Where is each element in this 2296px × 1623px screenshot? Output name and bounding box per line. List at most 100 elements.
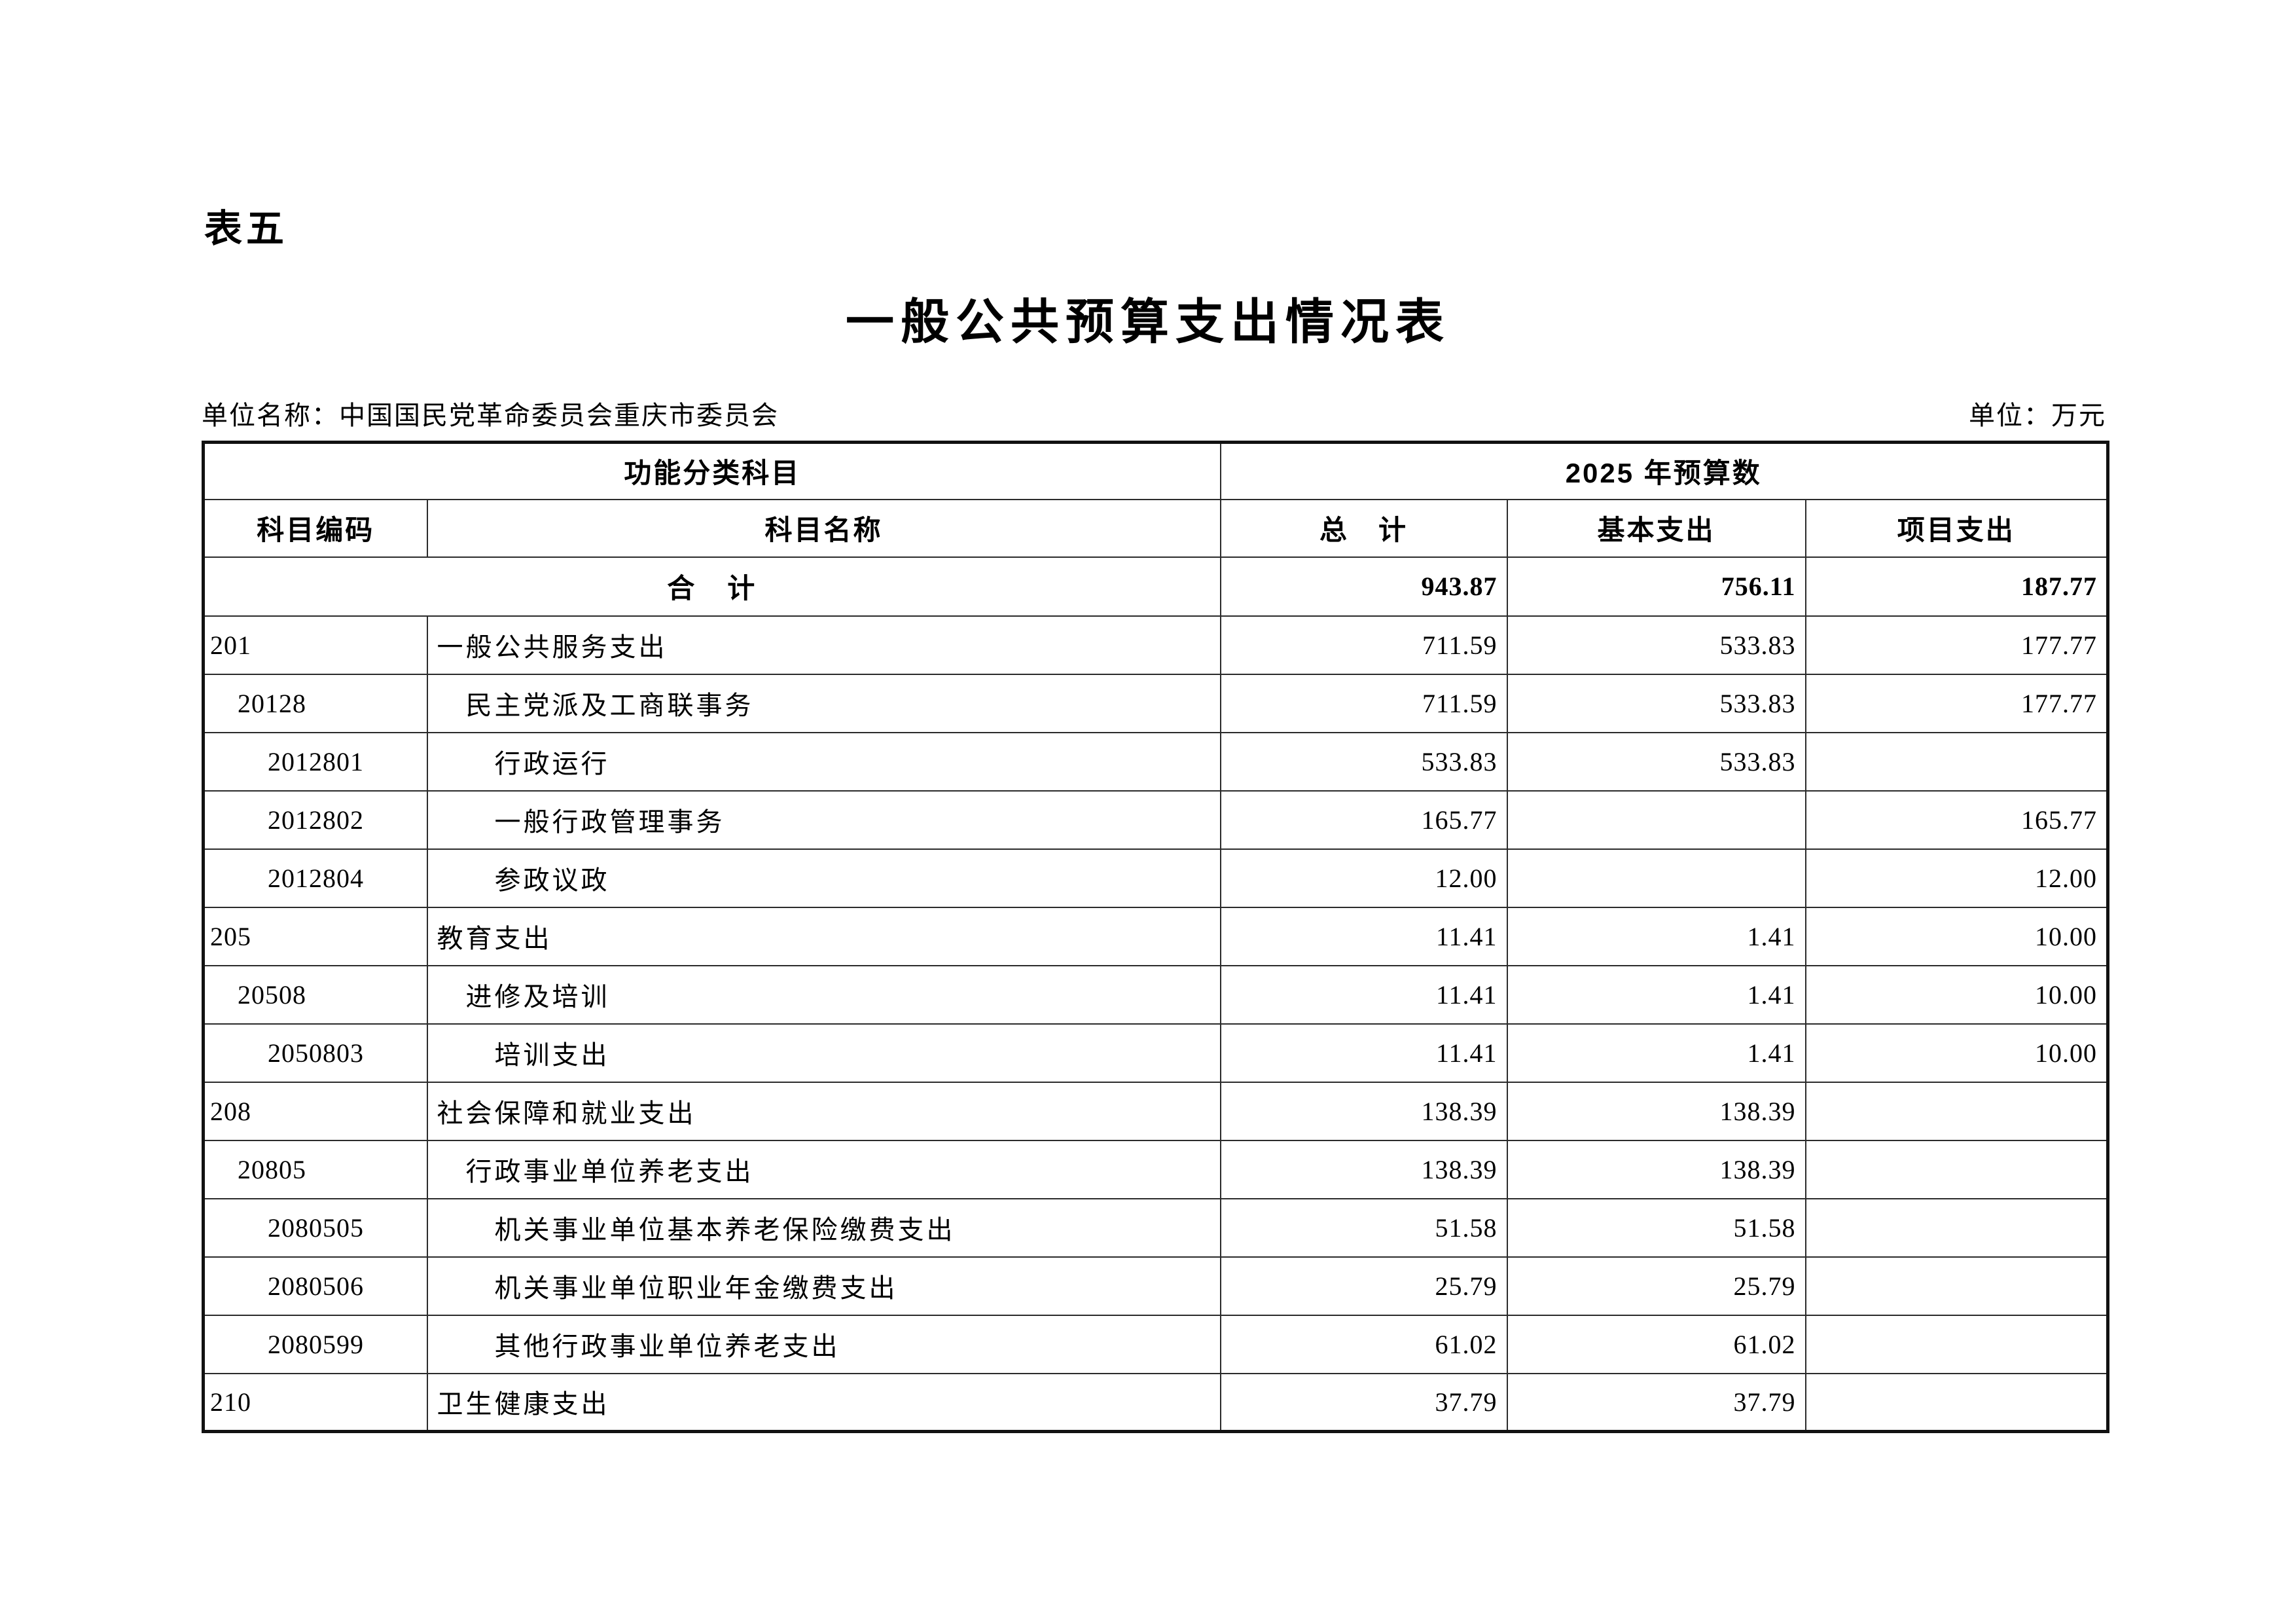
header-subject-code: 科目编码 [202, 498, 428, 558]
header-subject-name: 科目名称 [426, 498, 1221, 558]
row-name-cell: 卫生健康支出 [426, 1372, 1221, 1432]
grand-total-value: 943.87 [1219, 556, 1508, 617]
row-basic-cell: 533.83 [1506, 731, 1806, 792]
header-total: 总 计 [1219, 498, 1508, 558]
row-basic-cell: 138.39 [1506, 1081, 1806, 1141]
row-name-cell: 行政事业单位养老支出 [426, 1139, 1221, 1199]
row-project-cell: 10.00 [1804, 1023, 2109, 1083]
row-total-cell: 138.39 [1219, 1139, 1508, 1199]
row-name-cell: 机关事业单位职业年金缴费支出 [426, 1256, 1221, 1316]
table-row: 2012804 参政议政 12.00 12.00 [202, 848, 2109, 908]
grand-total-row: 合 计 943.87 756.11 187.77 [202, 556, 2109, 617]
table-row: 2080506 机关事业单位职业年金缴费支出 25.79 25.79 [202, 1256, 2109, 1316]
table-row: 20508 进修及培训 11.41 1.41 10.00 [202, 964, 2109, 1025]
row-project-cell [1804, 1256, 2109, 1316]
row-code-cell: 205 [202, 906, 428, 966]
budget-expenditure-table: 功能分类科目 2025 年预算数 科目编码 科目名称 总 计 基本支出 项目支出… [202, 441, 2110, 1433]
row-project-cell [1804, 731, 2109, 792]
table-row: 210 卫生健康支出 37.79 37.79 [202, 1372, 2109, 1432]
row-project-cell: 12.00 [1804, 848, 2109, 908]
row-project-cell [1804, 1314, 2109, 1374]
grand-total-label: 合 计 [202, 556, 1221, 617]
row-total-cell: 11.41 [1219, 964, 1508, 1025]
row-basic-cell: 1.41 [1506, 906, 1806, 966]
row-name-cell: 参政议政 [426, 848, 1221, 908]
table-row: 2080505 机关事业单位基本养老保险缴费支出 51.58 51.58 [202, 1197, 2109, 1258]
row-basic-cell: 37.79 [1506, 1372, 1806, 1432]
row-total-cell: 711.59 [1219, 615, 1508, 675]
table-row: 201 一般公共服务支出 711.59 533.83 177.77 [202, 615, 2109, 675]
row-basic-cell [1506, 848, 1806, 908]
row-name-cell: 民主党派及工商联事务 [426, 673, 1221, 733]
row-total-cell: 11.41 [1219, 1023, 1508, 1083]
row-total-cell: 533.83 [1219, 731, 1508, 792]
header-functional-category: 功能分类科目 [202, 441, 1221, 500]
table-row: 2012801 行政运行 533.83 533.83 [202, 731, 2109, 792]
page-title: 一般公共预算支出情况表 [846, 296, 1450, 350]
table-row: 208 社会保障和就业支出 138.39 138.39 [202, 1081, 2109, 1141]
table-row: 2012802 一般行政管理事务 165.77 165.77 [202, 790, 2109, 850]
header-budget-year: 2025 年预算数 [1219, 441, 2109, 500]
row-project-cell: 10.00 [1804, 964, 2109, 1025]
row-total-cell: 12.00 [1219, 848, 1508, 908]
row-code-cell: 2080599 [202, 1314, 428, 1374]
row-basic-cell: 51.58 [1506, 1197, 1806, 1258]
row-name-cell: 教育支出 [426, 906, 1221, 966]
table-header-row-group: 功能分类科目 2025 年预算数 [202, 441, 2109, 500]
row-project-cell: 177.77 [1804, 615, 2109, 675]
header-project-expenditure: 项目支出 [1804, 498, 2109, 558]
row-project-cell [1804, 1139, 2109, 1199]
row-code-cell: 2050803 [202, 1023, 428, 1083]
row-name-cell: 其他行政事业单位养老支出 [426, 1314, 1221, 1374]
unit-name-label: 单位名称：中国国民党革命委员会重庆市委员会 [202, 401, 779, 430]
row-total-cell: 11.41 [1219, 906, 1508, 966]
row-code-cell: 210 [202, 1372, 428, 1432]
table-row: 20128 民主党派及工商联事务 711.59 533.83 177.77 [202, 673, 2109, 733]
table-row: 2050803 培训支出 11.41 1.41 10.00 [202, 1023, 2109, 1083]
row-code-cell: 2012804 [202, 848, 428, 908]
row-code-cell: 20508 [202, 964, 428, 1025]
row-total-cell: 25.79 [1219, 1256, 1508, 1316]
row-name-cell: 一般公共服务支出 [426, 615, 1221, 675]
row-total-cell: 51.58 [1219, 1197, 1508, 1258]
row-name-cell: 机关事业单位基本养老保险缴费支出 [426, 1197, 1221, 1258]
row-basic-cell: 138.39 [1506, 1139, 1806, 1199]
grand-total-basic-value: 756.11 [1506, 556, 1806, 617]
row-project-cell: 10.00 [1804, 906, 2109, 966]
row-basic-cell: 61.02 [1506, 1314, 1806, 1374]
row-total-cell: 37.79 [1219, 1372, 1508, 1432]
header-basic-expenditure: 基本支出 [1506, 498, 1806, 558]
row-basic-cell: 1.41 [1506, 964, 1806, 1025]
row-total-cell: 138.39 [1219, 1081, 1508, 1141]
table-row: 20805 行政事业单位养老支出 138.39 138.39 [202, 1139, 2109, 1199]
row-project-cell [1804, 1081, 2109, 1141]
row-code-cell: 208 [202, 1081, 428, 1141]
row-name-cell: 培训支出 [426, 1023, 1221, 1083]
row-name-cell: 进修及培训 [426, 964, 1221, 1025]
row-project-cell: 165.77 [1804, 790, 2109, 850]
row-basic-cell: 533.83 [1506, 615, 1806, 675]
row-code-cell: 20128 [202, 673, 428, 733]
row-basic-cell [1506, 790, 1806, 850]
row-name-cell: 一般行政管理事务 [426, 790, 1221, 850]
row-project-cell [1804, 1372, 2109, 1432]
row-code-cell: 2080505 [202, 1197, 428, 1258]
row-project-cell [1804, 1197, 2109, 1258]
row-code-cell: 2080506 [202, 1256, 428, 1316]
row-basic-cell: 533.83 [1506, 673, 1806, 733]
row-name-cell: 行政运行 [426, 731, 1221, 792]
table-header-row-columns: 科目编码 科目名称 总 计 基本支出 项目支出 [202, 498, 2109, 558]
row-total-cell: 165.77 [1219, 790, 1508, 850]
table-row: 205 教育支出 11.41 1.41 10.00 [202, 906, 2109, 966]
currency-unit-label: 单位：万元 [1969, 401, 2106, 430]
row-total-cell: 711.59 [1219, 673, 1508, 733]
row-code-cell: 20805 [202, 1139, 428, 1199]
grand-total-project-value: 187.77 [1804, 556, 2109, 617]
row-basic-cell: 25.79 [1506, 1256, 1806, 1316]
row-basic-cell: 1.41 [1506, 1023, 1806, 1083]
row-code-cell: 2012801 [202, 731, 428, 792]
row-total-cell: 61.02 [1219, 1314, 1508, 1374]
unit-info-row: 单位名称：中国国民党革命委员会重庆市委员会 单位：万元 [202, 394, 2106, 432]
row-code-cell: 2012802 [202, 790, 428, 850]
